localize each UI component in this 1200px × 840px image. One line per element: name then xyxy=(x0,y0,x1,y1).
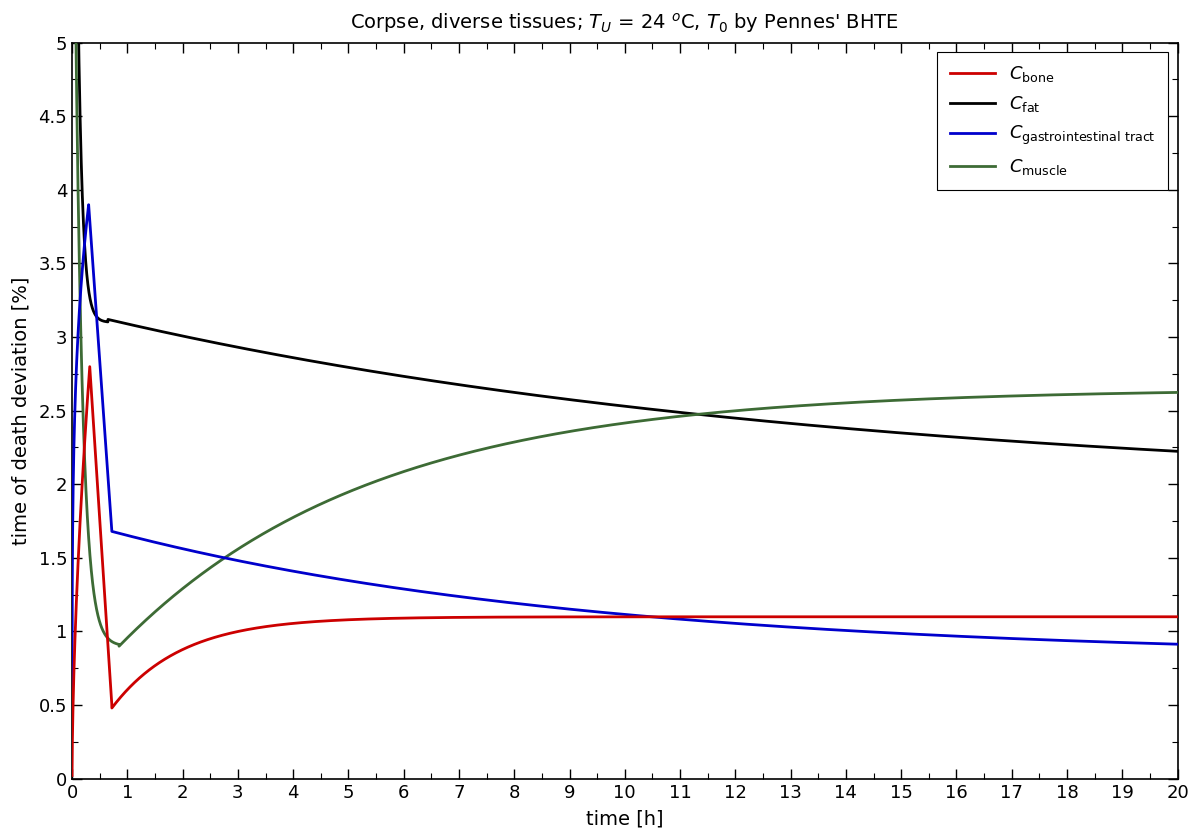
Title: Corpse, diverse tissues; $T_U$ = 24 $^o$C, $T_0$ by Pennes' BHTE: Corpse, diverse tissues; $T_U$ = 24 $^o$… xyxy=(350,11,899,35)
Y-axis label: time of death deviation [%]: time of death deviation [%] xyxy=(11,276,30,545)
X-axis label: time [h]: time [h] xyxy=(586,810,664,829)
Legend: $C_{\rm bone}$, $C_{\rm fat}$, $C_{\rm gastrointestinal\ tract}$, $C_{\rm muscle: $C_{\rm bone}$, $C_{\rm fat}$, $C_{\rm g… xyxy=(937,52,1169,190)
